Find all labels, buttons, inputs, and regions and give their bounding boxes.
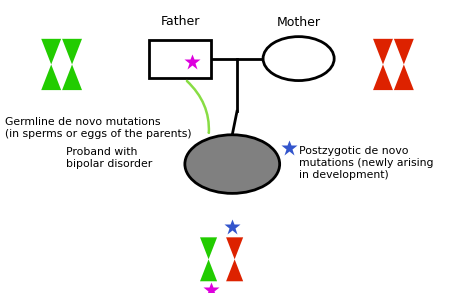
Polygon shape <box>200 237 217 259</box>
FancyArrowPatch shape <box>187 81 209 133</box>
Text: Proband with
bipolar disorder: Proband with bipolar disorder <box>66 147 153 169</box>
Text: Postzygotic de novo
mutations (newly arising
in development): Postzygotic de novo mutations (newly ari… <box>299 146 433 180</box>
Bar <box>149 40 211 78</box>
Circle shape <box>185 135 280 193</box>
Polygon shape <box>41 39 61 64</box>
Polygon shape <box>226 237 243 259</box>
Polygon shape <box>200 259 217 281</box>
Polygon shape <box>373 39 393 64</box>
Polygon shape <box>373 64 393 90</box>
Polygon shape <box>41 64 61 90</box>
Polygon shape <box>62 39 82 64</box>
Polygon shape <box>394 64 414 90</box>
Polygon shape <box>62 64 82 90</box>
Text: Mother: Mother <box>277 16 320 29</box>
Text: Germline de novo mutations
(in sperms or eggs of the parents): Germline de novo mutations (in sperms or… <box>5 117 191 139</box>
Polygon shape <box>226 259 243 281</box>
Circle shape <box>263 37 334 81</box>
Text: Father: Father <box>160 15 200 28</box>
Polygon shape <box>394 39 414 64</box>
